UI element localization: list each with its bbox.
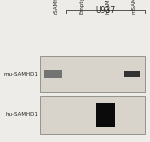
- Bar: [44, 70, 62, 78]
- Text: mu-SAMHD1: mu-SAMHD1: [3, 72, 38, 77]
- Text: mSAMHD1: mSAMHD1: [132, 0, 137, 14]
- Bar: [40, 96, 145, 134]
- Text: rSAMHD1: rSAMHD1: [53, 0, 58, 14]
- Text: hSAMHD1: hSAMHD1: [106, 0, 111, 14]
- Text: hu-SAMHD1: hu-SAMHD1: [5, 112, 38, 117]
- Text: Empty: Empty: [79, 0, 84, 14]
- Text: U937: U937: [96, 6, 116, 15]
- Bar: [96, 103, 116, 127]
- Bar: [124, 71, 140, 77]
- Bar: [40, 56, 145, 92]
